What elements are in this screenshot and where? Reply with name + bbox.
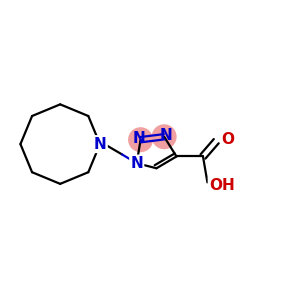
- Text: O: O: [221, 132, 235, 147]
- Text: N: N: [130, 156, 143, 171]
- Circle shape: [129, 128, 152, 152]
- Text: OH: OH: [209, 178, 235, 193]
- Circle shape: [152, 125, 176, 148]
- Text: N: N: [94, 136, 106, 152]
- Text: N: N: [133, 131, 146, 146]
- Text: N: N: [159, 128, 172, 143]
